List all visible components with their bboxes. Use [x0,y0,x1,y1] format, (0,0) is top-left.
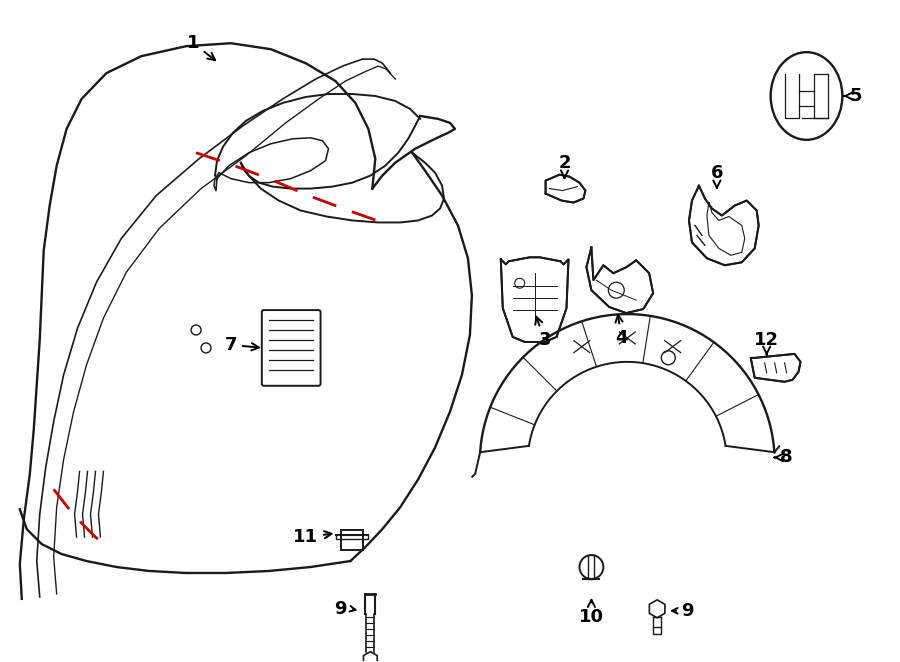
Circle shape [662,351,675,365]
Polygon shape [500,258,569,342]
Text: 9: 9 [334,600,346,618]
Text: 12: 12 [754,331,779,355]
Polygon shape [650,600,665,618]
Circle shape [580,555,603,579]
Text: 10: 10 [579,600,604,626]
FancyBboxPatch shape [341,530,364,550]
Polygon shape [751,354,800,382]
Polygon shape [689,185,759,265]
Text: 4: 4 [615,315,627,347]
Text: 1: 1 [187,34,215,60]
Polygon shape [364,651,377,662]
Circle shape [608,282,625,298]
Text: 9: 9 [680,602,693,620]
Text: 6: 6 [711,164,723,188]
Circle shape [515,278,525,288]
Polygon shape [587,248,653,313]
Text: 5: 5 [844,87,862,105]
Text: 7: 7 [225,336,259,354]
Polygon shape [545,175,585,203]
Text: 3: 3 [536,316,551,349]
Text: 8: 8 [775,448,793,467]
Text: 11: 11 [293,528,331,546]
FancyBboxPatch shape [262,310,320,386]
Text: 2: 2 [558,154,571,178]
Ellipse shape [770,52,842,140]
